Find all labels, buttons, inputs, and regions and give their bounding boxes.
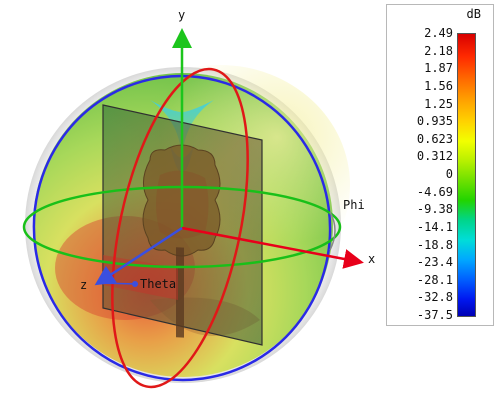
color-scale-legend: dB 2.49 2.18 1.87 1.56 1.25 0.935 0.623 0.312 0 -… <box>386 4 494 326</box>
legend-tick-label: 2.18 <box>424 43 453 58</box>
legend-unit-label: dB <box>466 7 481 21</box>
z-axis-line <box>94 226 183 286</box>
legend-tick-label: -23.4 <box>416 255 453 270</box>
legend-tick-label: 0.935 <box>416 114 453 129</box>
phi-indicator-arc <box>329 211 336 251</box>
theta-label: Theta <box>140 277 177 291</box>
legend-tick-label: -14.1 <box>416 219 453 234</box>
feed-line <box>176 247 184 338</box>
color-scale-bar <box>457 33 476 317</box>
y-axis-label: y <box>178 8 186 22</box>
legend-tick-label: 2.49 <box>424 26 453 40</box>
theta-indicator-line <box>97 282 139 285</box>
legend-tick-label: 1.25 <box>424 96 453 111</box>
legend-tick-label: -37.5 <box>416 308 453 322</box>
legend-tick-label: 1.87 <box>424 61 453 76</box>
legend-tick-label: 1.56 <box>424 78 453 93</box>
legend-tick-label: -18.8 <box>416 237 453 252</box>
phi-circle <box>32 74 332 382</box>
theta-indicator-dot <box>132 281 138 287</box>
legend-tick-label: -9.38 <box>416 202 453 217</box>
legend-tick-label: -28.1 <box>416 272 453 287</box>
theta-circle <box>111 67 249 389</box>
legend-tick-label: -4.69 <box>416 184 453 199</box>
phi-label: Phi <box>343 198 365 212</box>
z-axis-label: z <box>80 278 88 292</box>
x-axis-label: x <box>368 252 376 266</box>
legend-tick-label: 0.312 <box>416 149 453 164</box>
x-axis-line <box>181 226 364 269</box>
legend-tick-label: 0 <box>445 167 453 181</box>
legend-tick-label: -32.8 <box>416 290 453 305</box>
legend-tick-label: 0.623 <box>416 131 453 146</box>
